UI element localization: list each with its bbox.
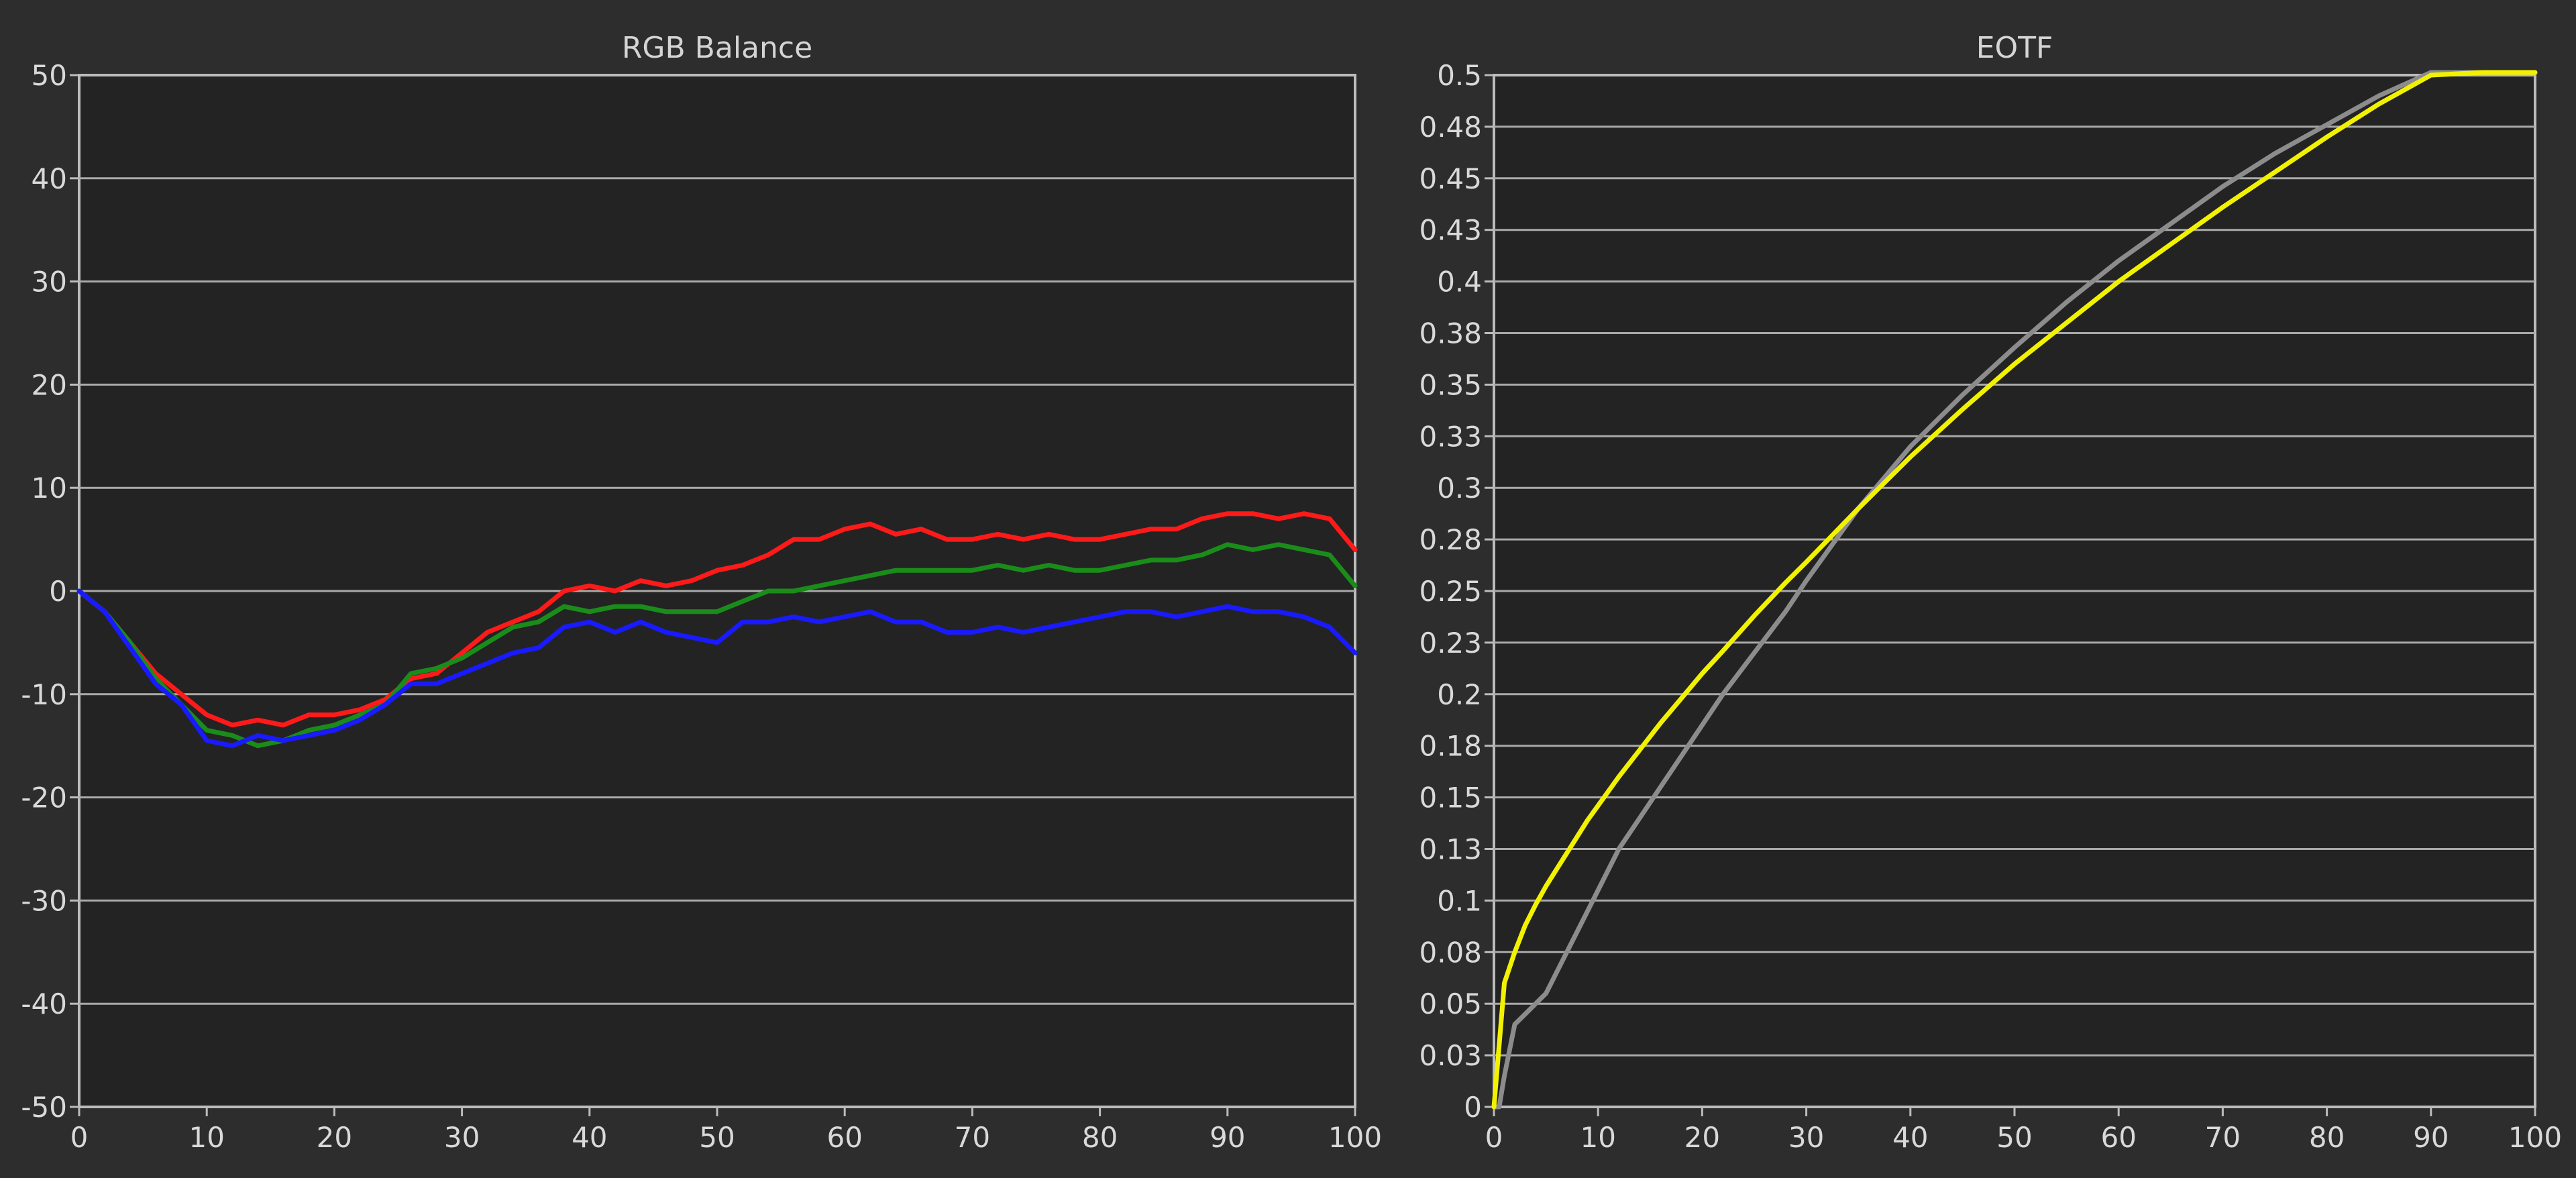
y-tick-label: 0.18	[1419, 730, 1482, 763]
chart-title: EOTF	[1976, 31, 2053, 65]
y-tick-label: 0.4	[1437, 266, 1482, 299]
y-tick-label: 0.03	[1419, 1039, 1482, 1072]
x-tick-label: 90	[1210, 1121, 1245, 1154]
series-line-2	[76, 588, 1358, 749]
y-tick-label: 0.28	[1419, 523, 1482, 556]
y-tick-label: 0.33	[1419, 420, 1482, 453]
x-tick-label: 30	[444, 1121, 480, 1154]
y-tick-label: 10	[32, 472, 67, 504]
y-tick-label: 0.43	[1419, 214, 1482, 247]
y-tick-label: 0.25	[1419, 575, 1482, 608]
y-tick-label: 0.15	[1419, 782, 1482, 814]
x-tick-label: 100	[1328, 1121, 1382, 1154]
y-tick-label: 0.38	[1419, 317, 1482, 350]
y-tick-label: 0	[49, 575, 67, 608]
x-tick-label: 20	[317, 1121, 352, 1154]
y-tick-label: 0.13	[1419, 833, 1482, 866]
x-tick-label: 0	[1485, 1121, 1503, 1154]
y-tick-label: 0.23	[1419, 627, 1482, 659]
y-tick-label: 0.08	[1419, 936, 1482, 969]
x-tick-label: 100	[2508, 1121, 2562, 1154]
y-tick-label: 0.1	[1437, 884, 1482, 917]
x-tick-label: 10	[1580, 1121, 1615, 1154]
y-tick-label: -30	[21, 884, 67, 917]
y-tick-label: -10	[21, 678, 67, 711]
x-tick-label: 80	[1082, 1121, 1118, 1154]
y-tick-label: 0.3	[1437, 472, 1482, 504]
x-tick-label: 50	[699, 1121, 735, 1154]
y-tick-label: 20	[32, 368, 67, 401]
x-tick-label: 40	[572, 1121, 607, 1154]
x-tick-label: 70	[955, 1121, 990, 1154]
y-tick-label: 0.35	[1419, 368, 1482, 401]
y-tick-label: 0.05	[1419, 987, 1482, 1020]
y-tick-label: 0.5	[1437, 59, 1482, 92]
x-tick-label: 50	[1996, 1121, 2032, 1154]
y-tick-label: -50	[21, 1091, 67, 1124]
y-tick-label: 0	[1464, 1091, 1482, 1124]
x-tick-label: 90	[2413, 1121, 2449, 1154]
x-tick-label: 60	[826, 1121, 862, 1154]
x-tick-label: 10	[189, 1121, 224, 1154]
y-tick-label: -40	[21, 987, 67, 1020]
chart-title: RGB Balance	[622, 31, 812, 65]
y-tick-label: 0.45	[1419, 162, 1482, 195]
x-tick-label: 70	[2205, 1121, 2241, 1154]
y-tick-label: 50	[32, 59, 67, 92]
x-tick-label: 30	[1788, 1121, 1824, 1154]
y-tick-label: 0.2	[1437, 678, 1482, 711]
series-line-1	[1491, 70, 2538, 1110]
series-line-0	[1491, 70, 2538, 1110]
eotf-chart: EOTF 0.5 0.48 0.45 0.43 0.4 0.38 0.35 0.33 0.3 0.2…	[1419, 31, 2562, 1154]
x-tick-label: 60	[2100, 1121, 2136, 1154]
y-tick-label: 40	[32, 162, 67, 195]
y-tick-label: -20	[21, 782, 67, 814]
y-tick-label: 30	[32, 266, 67, 299]
x-tick-label: 20	[1684, 1121, 1720, 1154]
x-tick-label: 80	[2309, 1121, 2345, 1154]
x-tick-label: 40	[1892, 1121, 1928, 1154]
x-tick-label: 0	[70, 1121, 89, 1154]
series-line-0	[76, 511, 1358, 728]
y-tick-label: 0.48	[1419, 111, 1482, 144]
